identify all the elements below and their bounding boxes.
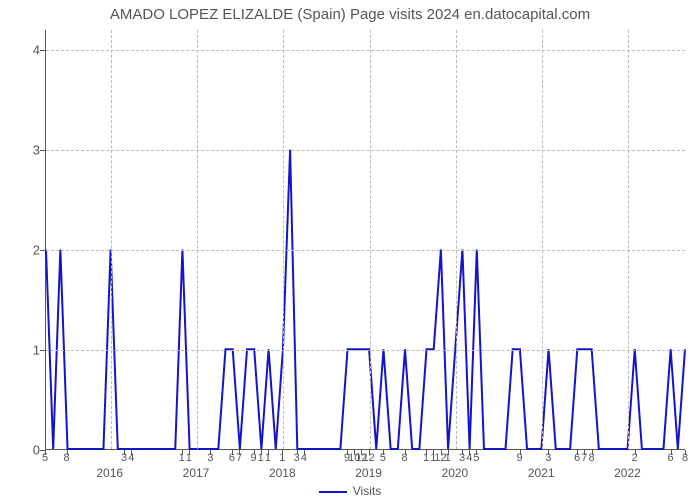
xtick-label: 3 — [207, 452, 213, 464]
xtick-label: 3 — [545, 452, 551, 464]
gridline-v — [456, 30, 457, 449]
ytick-mark — [40, 350, 45, 351]
xtick-label: 9 — [517, 452, 523, 464]
xtick-label: 4 — [466, 452, 472, 464]
xtick-label: 1 — [179, 452, 185, 464]
plot-area — [45, 30, 685, 450]
xtick-label: 1 — [423, 452, 429, 464]
line-series — [46, 30, 685, 449]
xtick-label: 6 — [574, 452, 580, 464]
year-label: 2022 — [614, 466, 641, 480]
chart-title: AMADO LOPEZ ELIZALDE (Spain) Page visits… — [0, 6, 700, 23]
xtick-label: 8 — [401, 452, 407, 464]
xtick-label: 8 — [64, 452, 70, 464]
xtick-label: 1 — [186, 452, 192, 464]
xtick-label: 3 — [294, 452, 300, 464]
gridline-v — [542, 30, 543, 449]
gridline-v — [628, 30, 629, 449]
xtick-label: 5 — [380, 452, 386, 464]
xtick-label: 6 — [668, 452, 674, 464]
xtick-label: 3 — [459, 452, 465, 464]
gridline-v — [111, 30, 112, 449]
year-label: 2016 — [96, 466, 123, 480]
xtick-label: 5 — [42, 452, 48, 464]
xtick-label: 5 — [473, 452, 479, 464]
year-label: 2020 — [442, 466, 469, 480]
gridline-h — [46, 50, 685, 51]
xtick-label: 3 — [121, 452, 127, 464]
year-label: 2017 — [183, 466, 210, 480]
xtick-label: 7 — [236, 452, 242, 464]
xtick-label: 4 — [301, 452, 307, 464]
gridline-v — [370, 30, 371, 449]
xtick-label: 8 — [682, 452, 688, 464]
ytick-mark — [40, 50, 45, 51]
ytick-mark — [40, 150, 45, 151]
xtick-label: 1 — [445, 452, 451, 464]
ytick-mark — [40, 250, 45, 251]
gridline-h — [46, 250, 685, 251]
xtick-label: 12 — [362, 452, 374, 464]
visits-line-chart: AMADO LOPEZ ELIZALDE (Spain) Page visits… — [0, 0, 700, 500]
xtick-label: 1 — [279, 452, 285, 464]
gridline-h — [46, 350, 685, 351]
year-label: 2021 — [528, 466, 555, 480]
ytick-label: 0 — [10, 443, 40, 458]
ytick-label: 3 — [10, 143, 40, 158]
year-label: 2018 — [269, 466, 296, 480]
xtick-label: 1 — [258, 452, 264, 464]
xtick-label: 7 — [581, 452, 587, 464]
gridline-h — [46, 150, 685, 151]
gridline-v — [197, 30, 198, 449]
xtick-label: 6 — [229, 452, 235, 464]
xtick-label: 8 — [588, 452, 594, 464]
year-label: 2019 — [355, 466, 382, 480]
legend-swatch — [319, 491, 347, 493]
xtick-label: 4 — [128, 452, 134, 464]
ytick-label: 1 — [10, 343, 40, 358]
legend-label: Visits — [353, 484, 381, 498]
xtick-label: 1 — [265, 452, 271, 464]
legend: Visits — [0, 484, 700, 498]
gridline-v — [283, 30, 284, 449]
ytick-label: 4 — [10, 43, 40, 58]
xtick-label: 9 — [250, 452, 256, 464]
ytick-label: 2 — [10, 243, 40, 258]
xtick-label: 2 — [632, 452, 638, 464]
